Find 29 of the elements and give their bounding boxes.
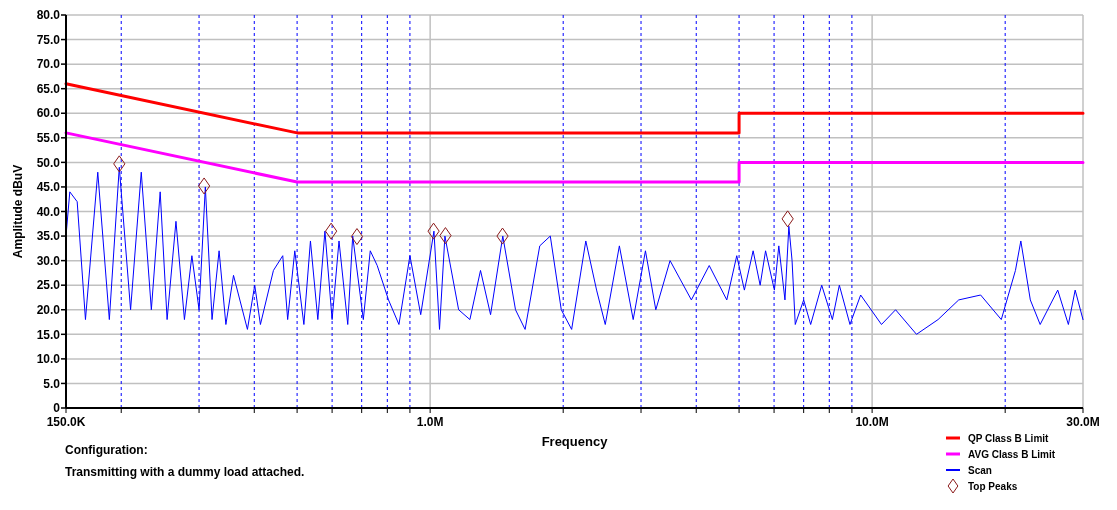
y-tick-label: 80.0 [36,8,61,23]
x-tick-label: 150.0K [46,415,86,429]
y-tick-label: 5.0 [43,376,61,391]
y-tick-label: 15.0 [36,327,61,342]
y-tick-label: 35.0 [36,229,61,244]
y-tick-label: 40.0 [36,204,61,219]
y-tick-label: 0 [53,401,61,416]
legend-label: Scan [968,464,992,476]
y-tick-label: 75.0 [36,32,61,47]
text: Transmitting with a dummy load attached. [65,465,305,479]
x-axis-title: Frequency [541,434,609,449]
y-tick-label: 30.0 [36,253,61,268]
y-tick-label: 70.0 [36,57,61,72]
y-tick-label: 20.0 [36,302,61,317]
x-tick-label: 30.0M [1066,415,1100,429]
y-axis-title: Amplitude dBuV [11,164,25,259]
legend-label: AVG Class B Limit [968,448,1056,460]
y-tick-label: 50.0 [36,155,61,170]
legend-label: QP Class B Limit [968,432,1050,444]
y-tick-label: 25.0 [36,278,61,293]
y-tick-label: 45.0 [36,180,61,195]
x-tick-label: 1.0M [416,415,444,429]
y-tick-label: 65.0 [36,81,61,96]
y-tick-label: 60.0 [36,106,61,121]
text: Configuration: [65,443,148,457]
legend-label: Top Peaks [968,480,1018,492]
y-tick-label: 55.0 [36,131,61,146]
y-tick-label: 10.0 [36,352,61,367]
x-tick-label: 10.0M [855,415,889,429]
